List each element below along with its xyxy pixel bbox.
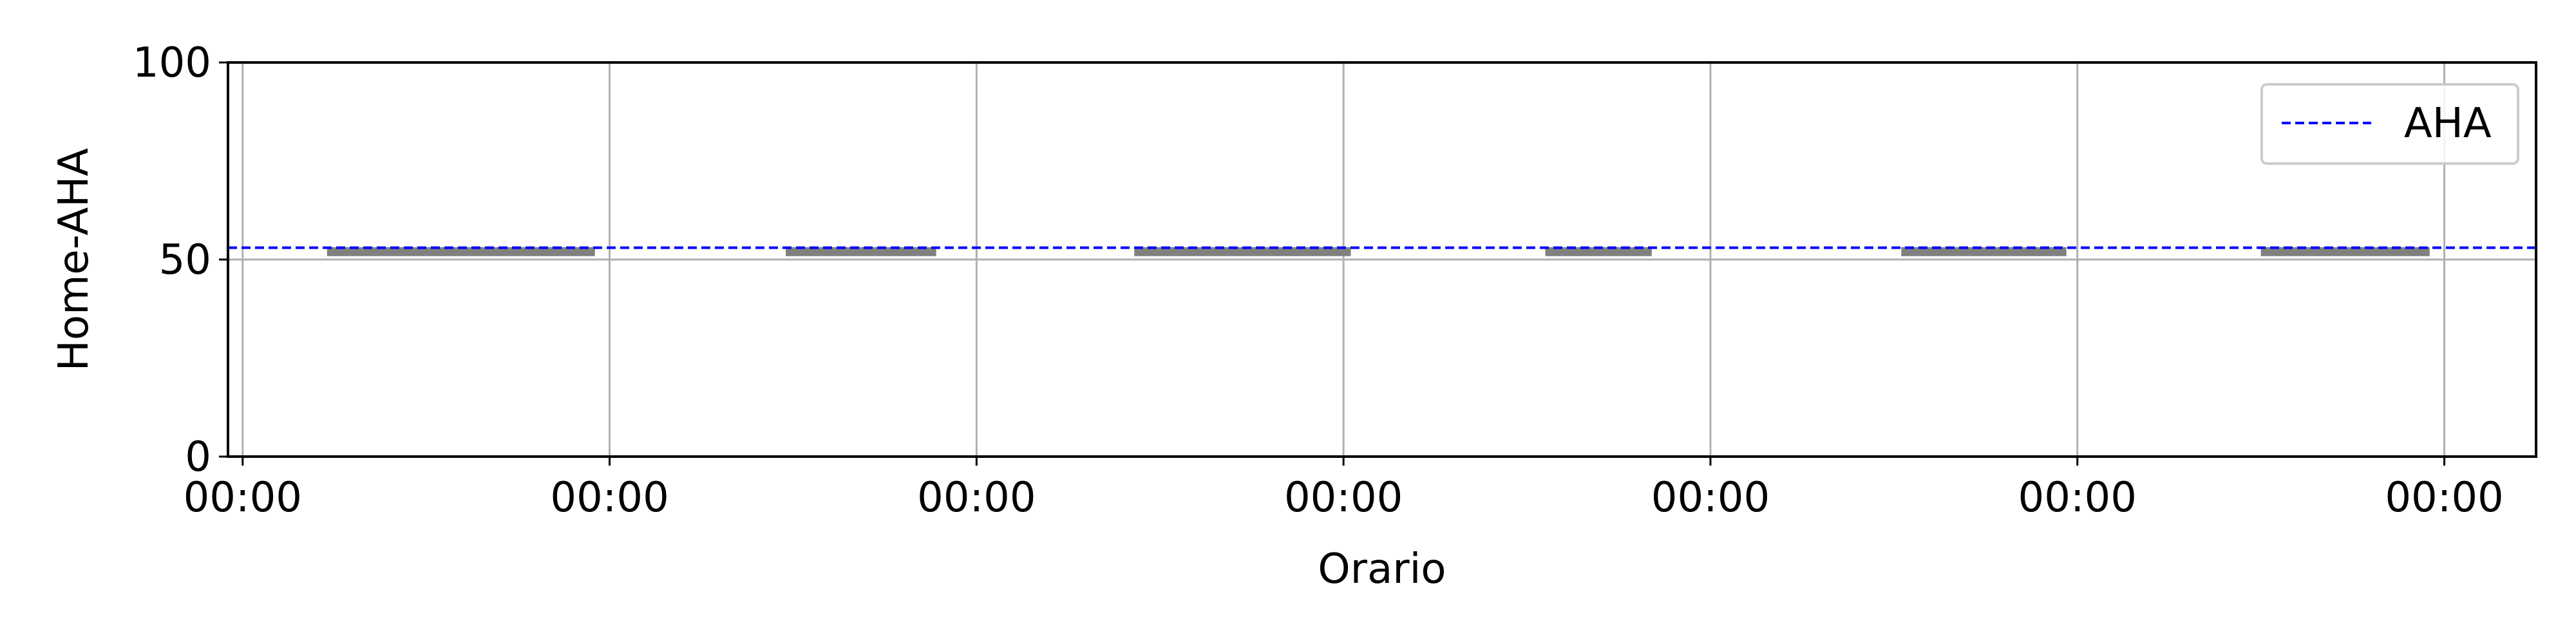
y-tick-label: 50 [159,236,211,284]
x-tick-label: 00:00 [2385,474,2503,522]
x-tick-label: 00:00 [184,474,302,522]
x-tick-label: 00:00 [2018,474,2137,522]
legend: AHA [2260,83,2519,165]
x-axis-label: Orario [1318,545,1446,593]
x-tick-label: 00:00 [550,474,668,522]
y-axis-label: Home-AHA [50,148,98,372]
legend-box [2260,83,2519,165]
x-tick-label: 00:00 [1284,474,1403,522]
legend-entry-aha: AHA [2404,100,2492,147]
y-tick-label: 0 [185,433,211,481]
axis-ticks: 00:00 00:00 00:00 00:00 00:00 00:00 00:0005010… [133,39,2504,522]
y-tick-label: 100 [133,39,211,87]
grid [228,61,2536,458]
x-tick-label: 00:00 [1651,474,1770,522]
x-tick-label: 00:00 [917,474,1036,522]
